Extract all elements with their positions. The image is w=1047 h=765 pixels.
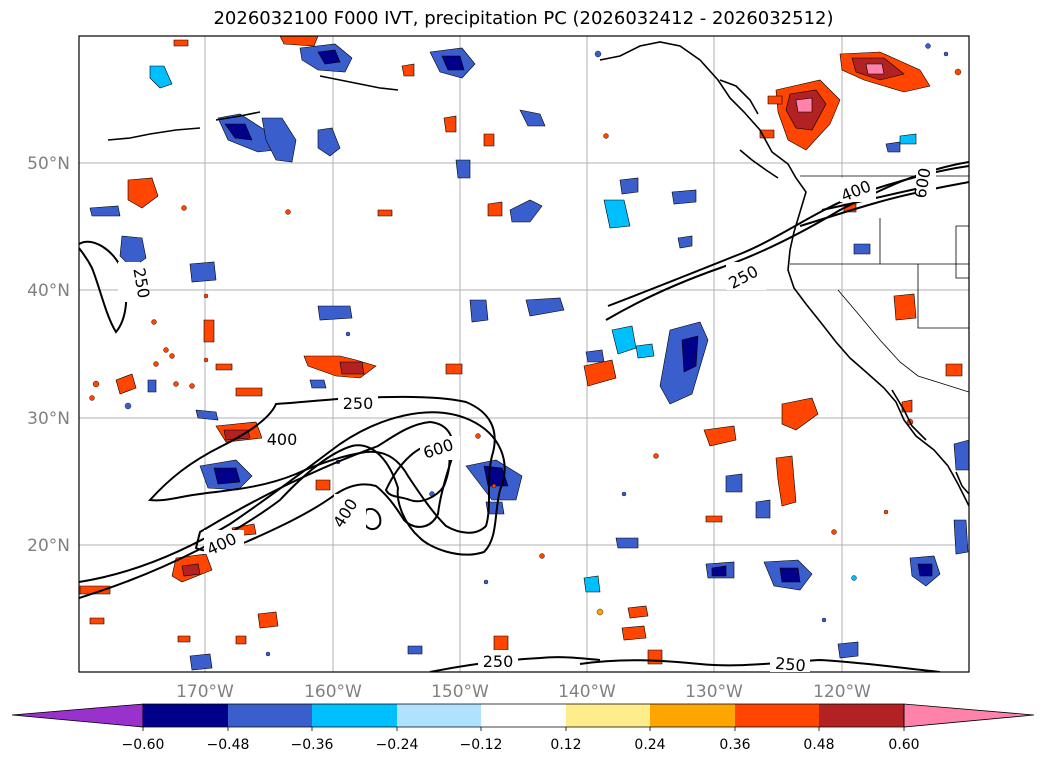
- colorbar-tick-label: 0.12: [550, 737, 581, 753]
- colorbar-tick-label: 0.48: [803, 737, 834, 753]
- colorbar-tick-label: 0.24: [634, 737, 665, 753]
- longitude-labels: 170°W 160°W 150°W 140°W 130°W 120°W: [176, 682, 871, 702]
- colorbar-segment: [650, 704, 735, 727]
- contour-label-bg: [338, 392, 378, 412]
- colorbar-tick-label: 0.36: [719, 737, 750, 753]
- contour-label-bg: [916, 166, 936, 202]
- coastlines: [107, 41, 969, 507]
- lon-label-170w: 170°W: [176, 682, 234, 702]
- lon-label-140w: 140°W: [558, 682, 616, 702]
- contour-label-bg: [118, 262, 140, 302]
- colorbar-tick-label: −0.60: [122, 737, 165, 753]
- colorbar-tick-label: −0.24: [376, 737, 419, 753]
- contour-label-250-south: 250: [483, 652, 514, 671]
- contour-label-bg: [262, 428, 302, 448]
- contour-label-bg: [770, 654, 810, 672]
- colorbar: −0.60 −0.48 −0.36 −0.24 −0.12 0.12 0.24 …: [11, 703, 1035, 753]
- colorbar-extend-high: [903, 703, 1035, 728]
- lon-label-160w: 160°W: [304, 682, 362, 702]
- colorbar-extend-low: [11, 703, 144, 728]
- latitude-labels: 50°N 40°N 30°N 20°N: [27, 154, 70, 556]
- colorbar-segment: [228, 704, 312, 727]
- colorbar-segment: [481, 704, 566, 727]
- colorbar-segment: [143, 704, 228, 727]
- precip-negative-blobs: [89, 43, 969, 671]
- plot-area: [79, 36, 969, 672]
- colorbar-segment: [735, 704, 819, 727]
- colorbar-segment: [819, 704, 904, 727]
- lat-label-20n: 20°N: [27, 536, 70, 556]
- colorbar-tick-label: 0.60: [888, 737, 919, 753]
- contour-label-bg: [840, 178, 876, 202]
- plot-frame: [78, 35, 970, 673]
- lon-label-150w: 150°W: [431, 682, 489, 702]
- precip-small-features: [89, 43, 962, 657]
- contour-label-250-southeast: 250: [774, 654, 806, 676]
- lon-label-120w: 120°W: [813, 682, 871, 702]
- contour-label-400-central: 400: [267, 430, 298, 449]
- colorbar-tick-label: −0.12: [460, 737, 503, 753]
- contour-label-bg: [478, 650, 518, 670]
- lat-label-40n: 40°N: [27, 281, 70, 301]
- contour-label-bg: [420, 436, 460, 460]
- political-borders: [790, 175, 969, 393]
- lat-label-50n: 50°N: [27, 154, 70, 174]
- contour-label-250-central: 250: [343, 394, 374, 413]
- colorbar-segment: [566, 704, 650, 727]
- contour-label-bg: [204, 530, 244, 554]
- colorbar-segment: [312, 704, 397, 727]
- colorbar-tick-label: −0.48: [207, 737, 250, 753]
- map-title: 2026032100 F000 IVT, precipitation PC (2…: [213, 8, 834, 29]
- gridlines: [79, 36, 969, 672]
- precip-positive-blobs: [79, 36, 963, 665]
- lat-label-30n: 30°N: [27, 409, 70, 429]
- contour-label-bg: [726, 262, 766, 290]
- colorbar-segment: [397, 704, 481, 727]
- contour-label-bg: [334, 494, 366, 528]
- colorbar-tick-label: −0.36: [291, 737, 334, 753]
- lon-label-130w: 130°W: [685, 682, 743, 702]
